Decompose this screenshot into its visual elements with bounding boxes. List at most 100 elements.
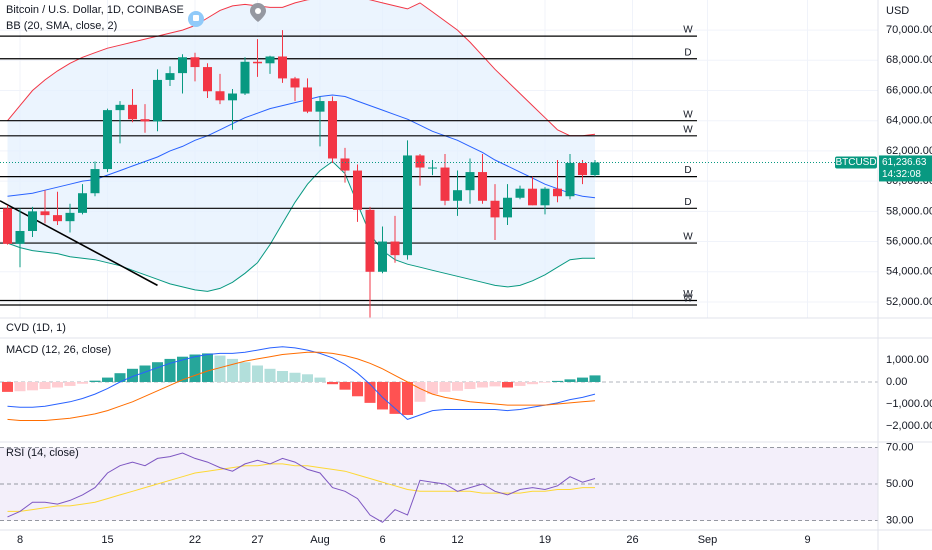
candle-body [290,78,300,88]
histogram-bar [114,373,126,382]
y-tick-label: 54,000.00 [886,266,932,278]
candle-body [315,101,325,112]
histogram-bar [439,381,451,392]
event-icon-glyph [193,15,199,21]
candle-body [128,104,137,120]
histogram-bar [214,355,226,382]
candle-body [553,188,562,197]
y-tick-label: −1,000.00 [886,398,932,410]
histogram-bar [39,381,51,390]
y-tick-label: 52,000.00 [886,296,932,308]
signal-line [7,351,596,421]
y-tick-label: 50.00 [886,478,914,490]
histogram-bar [89,380,101,382]
indicator-label: BB (20, SMA, close, 2) [6,20,117,32]
histogram-bar [402,381,413,415]
candle-body [378,241,387,272]
candle-body [403,155,412,256]
histogram-bar [339,381,351,390]
rsi-band [0,447,878,521]
candle-body [353,170,362,210]
candle-body [428,167,437,169]
level-label: W [683,124,693,135]
candle-body [215,91,225,101]
indicator-label: MACD (12, 26, close) [6,344,111,356]
candle-body [578,163,587,176]
histogram-bar [502,381,513,388]
histogram-bar [327,381,338,385]
candle-body [28,211,37,231]
level-label: D [684,197,691,208]
level-label: W [683,294,693,305]
rsi-pane [0,446,878,523]
x-tick-label: 15 [101,534,113,546]
x-tick-label: 26 [626,534,638,546]
candle-body [178,57,187,74]
symbol-title: Bitcoin / U.S. Dollar, 1D, COINBASE [6,4,184,16]
bb-upper [7,0,596,137]
histogram-bar [177,356,188,382]
histogram-bar [427,381,438,395]
candle-body [228,93,237,101]
histogram-bar [364,381,376,403]
candle-body [90,169,100,194]
y-tick-label: 66,000.00 [886,84,932,96]
candle-body [590,162,600,176]
histogram-bar [289,372,301,382]
candle-body [103,110,112,170]
candle-body [328,101,337,159]
candle-body [390,241,400,256]
histogram-bar [539,381,551,383]
candle-body [140,119,150,122]
candle-body [153,79,162,122]
candle-body [540,188,550,206]
bb-lower [7,160,595,292]
candle-body [490,200,500,218]
histogram-bar [377,381,388,410]
y-tick-label: 64,000.00 [886,115,932,127]
histogram-bar [589,375,601,382]
candle-body [528,188,537,206]
candle-body [165,73,175,80]
histogram-bar [552,380,563,382]
symbol-tag [835,156,877,169]
indicator-label: CVD (1D, 1) [6,322,66,334]
y-tick-label: 30.00 [886,514,914,526]
y-tick-label: 58,000.00 [886,205,932,217]
currency: USD [886,5,909,17]
x-tick-label: 19 [539,534,551,546]
price-tag [879,155,932,182]
histogram-bar [239,362,251,382]
y-tick-label: 70.00 [886,441,914,453]
histogram-bar [189,354,201,382]
trend-line [0,200,158,287]
candle-body [278,56,287,79]
symbol-tag-text: BTCUSD [835,157,876,168]
bb-fill [7,0,595,292]
level-label: D [684,165,691,176]
candle-body [565,163,575,197]
candle-body [478,172,487,201]
histogram-bar [52,381,63,388]
candle-body [503,197,512,218]
candle-body [303,87,312,112]
histogram-bar [477,381,488,388]
candle-body [115,104,125,111]
histogram-bar [527,381,538,385]
pin-icon-dot [255,8,261,14]
candle-body [465,172,475,191]
price-tag-text: 61,236.63 [882,157,927,168]
rsi-line [7,452,596,523]
histogram-bar [464,381,476,390]
histogram-bar [277,370,288,382]
level-label: W [683,289,693,300]
indicator-label: RSI (14, close) [6,447,79,459]
histogram-bar [14,381,26,392]
level-label: D [684,47,691,58]
histogram-bar [77,381,88,384]
candle-body [203,67,212,92]
candle-body [453,190,462,201]
candle-body [240,61,250,94]
x-tick-label: Aug [310,534,330,546]
